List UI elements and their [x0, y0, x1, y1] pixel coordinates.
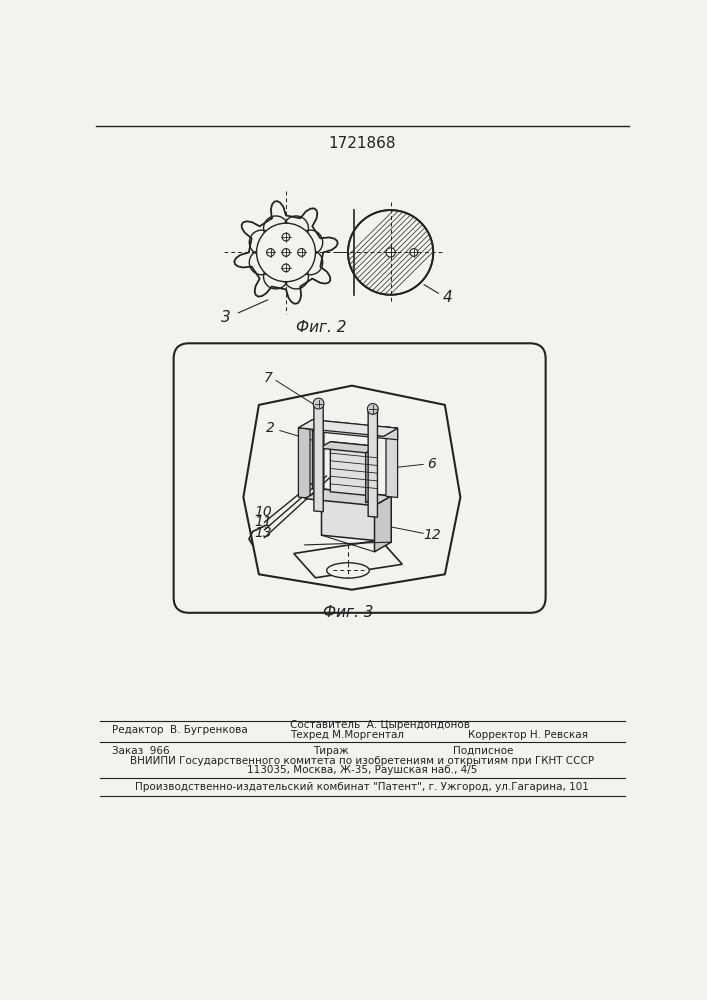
Text: 4: 4: [443, 290, 452, 305]
Text: Составитель  А. Цырендондонов: Составитель А. Цырендондонов: [290, 720, 470, 730]
Polygon shape: [305, 489, 391, 506]
Polygon shape: [372, 427, 397, 436]
Polygon shape: [298, 428, 310, 498]
Circle shape: [313, 398, 324, 409]
Circle shape: [257, 223, 315, 282]
FancyBboxPatch shape: [174, 343, 546, 613]
Text: Техред М.Моргентал: Техред М.Моргентал: [290, 730, 404, 740]
Text: Фиг. 2: Фиг. 2: [296, 320, 346, 335]
Text: 1721868: 1721868: [328, 136, 396, 151]
Text: Редактор  В. Бугренкова: Редактор В. Бугренкова: [112, 725, 247, 735]
Text: ВНИИПИ Государственного комитета по изобретениям и открытиям при ГКНТ СССР: ВНИИПИ Государственного комитета по изоб…: [130, 756, 594, 766]
Polygon shape: [293, 540, 402, 578]
Polygon shape: [322, 489, 391, 542]
Polygon shape: [298, 420, 324, 429]
Ellipse shape: [327, 563, 369, 578]
Text: 10: 10: [255, 505, 272, 519]
Circle shape: [368, 404, 378, 414]
Polygon shape: [314, 403, 323, 512]
Polygon shape: [375, 496, 391, 552]
Circle shape: [282, 249, 290, 256]
Text: Корректор Н. Ревская: Корректор Н. Ревская: [468, 730, 588, 740]
Polygon shape: [330, 442, 377, 496]
Text: 12: 12: [423, 528, 441, 542]
Text: Тираж: Тираж: [313, 746, 349, 756]
Polygon shape: [312, 420, 397, 440]
Polygon shape: [312, 420, 324, 490]
Text: Подписное: Подписное: [452, 746, 513, 756]
Circle shape: [348, 210, 433, 295]
Text: 113035, Москва, Ж-35, Раушская наб., 4/5: 113035, Москва, Ж-35, Раушская наб., 4/5: [247, 765, 477, 775]
Text: Фиг. 3: Фиг. 3: [323, 605, 373, 620]
Circle shape: [282, 264, 290, 272]
Text: Заказ  966: Заказ 966: [112, 746, 169, 756]
Text: 2: 2: [266, 421, 275, 435]
Polygon shape: [368, 408, 378, 517]
Polygon shape: [386, 427, 397, 497]
Text: 7: 7: [264, 371, 273, 385]
Text: Производственно-издательский комбинат "Патент", г. Ужгород, ул.Гагарина, 101: Производственно-издательский комбинат "П…: [135, 782, 589, 792]
Text: 11: 11: [255, 515, 272, 529]
Polygon shape: [319, 442, 377, 453]
Polygon shape: [298, 420, 397, 436]
Circle shape: [282, 233, 290, 241]
Text: 3: 3: [221, 310, 230, 325]
Circle shape: [410, 249, 418, 256]
Circle shape: [298, 249, 305, 256]
Circle shape: [386, 248, 395, 257]
Text: 6: 6: [427, 457, 436, 471]
Text: 13: 13: [255, 526, 272, 540]
Circle shape: [267, 249, 274, 256]
Polygon shape: [366, 446, 377, 503]
